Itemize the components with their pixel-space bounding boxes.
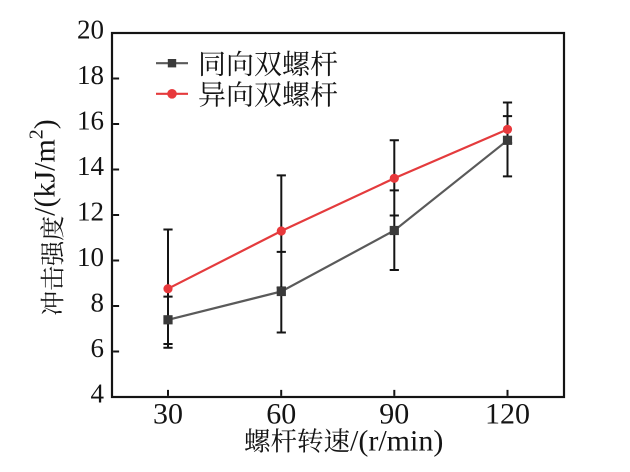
svg-text:10: 10	[77, 242, 104, 272]
svg-text:90: 90	[379, 398, 409, 431]
svg-text:14: 14	[77, 151, 105, 181]
svg-text:20: 20	[77, 15, 104, 45]
svg-text:30: 30	[153, 398, 183, 431]
svg-text:/(kJ/m: /(kJ/m	[29, 139, 62, 216]
svg-text:120: 120	[485, 398, 530, 431]
svg-text:/(r/min): /(r/min)	[350, 425, 443, 458]
svg-text:60: 60	[266, 398, 296, 431]
svg-text:6: 6	[91, 333, 105, 363]
svg-text:): )	[29, 119, 62, 129]
svg-text:4: 4	[91, 379, 105, 409]
svg-text:16: 16	[77, 106, 104, 136]
svg-text:2: 2	[26, 129, 48, 139]
svg-text:8: 8	[91, 288, 105, 318]
svg-text:12: 12	[77, 197, 104, 227]
svg-text:18: 18	[77, 60, 104, 90]
